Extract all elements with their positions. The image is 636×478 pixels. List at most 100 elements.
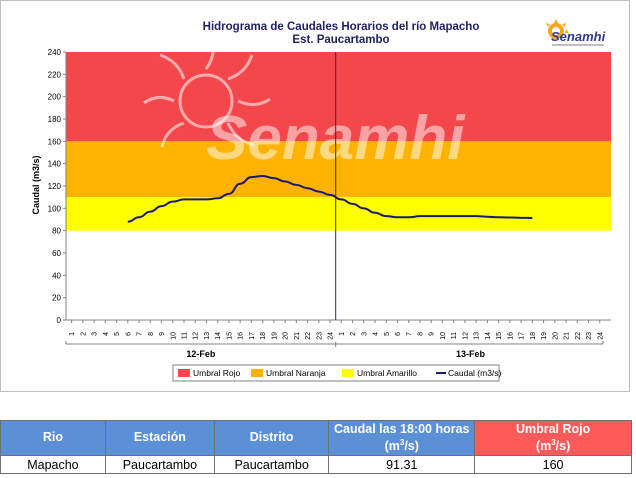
x-tick-label: 14: [485, 332, 492, 340]
logo-text: Senamhi: [551, 29, 606, 44]
x-tick-label: 15: [496, 332, 503, 340]
header-distrito: Distrito: [213, 420, 330, 456]
senamhi-logo: Senamhi: [546, 19, 606, 46]
x-tick-label: 4: [373, 332, 380, 336]
logo-sun-icon: [546, 19, 569, 39]
x-tick-label: 14: [215, 332, 222, 340]
legend: Umbral Rojo Umbral Naranja Umbral Amarillo…: [172, 364, 502, 382]
band-umbral-amarillo: [66, 197, 611, 231]
x-tick-label: 1: [69, 332, 76, 336]
header-umbral-rojo: Umbral Rojo (m3/s): [474, 420, 632, 456]
legend-swatch: [342, 369, 354, 377]
cell-distrito: Paucartambo: [213, 455, 330, 474]
x-tick-label: 17: [519, 332, 526, 340]
legend-label: Caudal (m3/s): [448, 368, 502, 378]
series-line-caudal: [127, 174, 533, 223]
x-tick-label: 3: [361, 332, 368, 336]
x-tick-label: 11: [451, 332, 458, 339]
y-tick-label: 80: [52, 227, 61, 236]
x-tick-label: 19: [541, 332, 548, 340]
table-header-row: Rio Estación Distrito Caudal las 18:00 h…: [0, 420, 632, 456]
header-umbral-line1: Umbral Rojo: [515, 421, 591, 436]
axes: 0 20 40 60 80 100 120 140 160 180 200 220 240: [48, 48, 611, 325]
x-tick-label: 10: [440, 332, 447, 340]
x-tick-label: 1: [339, 332, 346, 336]
x-tick-label: 24: [328, 332, 335, 340]
x-tick-label: 9: [159, 332, 166, 336]
x-tick-label: 24: [597, 332, 604, 340]
band-umbral-naranja: [66, 141, 611, 198]
x-tick-label: 10: [170, 332, 177, 340]
y-tick-label: 240: [48, 48, 62, 57]
chart-subtitle: Est. Paucartambo: [292, 34, 389, 46]
x-tick-label: 18: [530, 332, 537, 340]
x-tick-label: 19: [271, 332, 278, 340]
x-tick-label: 5: [114, 332, 121, 336]
x-tick-label: 13: [204, 332, 211, 340]
y-tick-label: 200: [48, 93, 62, 102]
legend-label: Umbral Amarillo: [357, 368, 417, 378]
y-tick-label: 0: [57, 316, 62, 325]
y-tick-label: 40: [52, 271, 61, 280]
x-tick-label: 6: [125, 332, 132, 336]
table-row: Mapacho Paucartambo Paucartambo 91.31 16…: [0, 455, 632, 474]
header-estacion: Estación: [104, 420, 215, 456]
x-tick-label: 21: [564, 332, 571, 340]
cell-umbral: 160: [474, 455, 632, 474]
watermark-sun-icon: [143, 34, 271, 148]
chart-title: Hidrograma de Caudales Horarios del río …: [203, 21, 480, 33]
legend-label: Umbral Rojo: [193, 368, 241, 378]
header-caudal-line1: Caudal las 18:00 horas: [334, 421, 470, 436]
day-label: 13-Feb: [456, 349, 486, 359]
x-tick-label: 8: [148, 332, 155, 336]
legend-label: Umbral Naranja: [266, 368, 326, 378]
y-tick-label: 140: [48, 160, 62, 169]
y-tick-label: 20: [52, 294, 61, 303]
y-axis-label: Caudal (m3/s): [31, 155, 41, 214]
legend-swatch: [251, 369, 263, 377]
x-tick-label: 12: [193, 332, 200, 340]
x-tick-label: 12: [462, 332, 469, 340]
x-tick-label: 11: [181, 332, 188, 339]
x-tick-label: 17: [249, 332, 256, 340]
x-tick-label: 9: [429, 332, 436, 336]
x-tick-label: 22: [575, 332, 582, 340]
station-info-table: Rio Estación Distrito Caudal las 18:00 h…: [0, 420, 632, 474]
x-tick-label: 4: [103, 332, 110, 336]
logo-subline: [552, 44, 604, 46]
legend-swatch: [178, 369, 190, 377]
day-label: 12-Feb: [186, 349, 216, 359]
x-tick-label: 20: [552, 332, 559, 340]
threshold-bands: [66, 52, 611, 320]
y-tick-label: 60: [52, 249, 61, 258]
y-tick-label: 160: [48, 137, 62, 146]
x-tick-label: 20: [283, 332, 290, 340]
x-tick-label: 13: [474, 332, 481, 340]
x-tick-label: 6: [395, 332, 402, 336]
y-tick-label: 100: [48, 204, 62, 213]
x-tick-label: 2: [350, 332, 357, 336]
y-tick-label: 220: [48, 70, 62, 79]
x-tick-label: 15: [226, 332, 233, 340]
cell-estacion: Paucartambo: [104, 455, 215, 474]
cell-caudal: 91.31: [328, 455, 476, 474]
x-tick-label: 23: [586, 332, 593, 340]
x-tick-label: 8: [417, 332, 424, 336]
x-tick-label: 16: [507, 332, 514, 340]
x-tick-label: 2: [80, 332, 87, 336]
header-umbral-unit: (m3/s): [535, 437, 571, 453]
x-tick-label: 21: [294, 332, 301, 340]
cell-rio: Mapacho: [0, 455, 106, 474]
x-tick-label: 23: [316, 332, 323, 340]
x-tick-label: 3: [92, 332, 99, 336]
x-tick-label: 7: [137, 332, 144, 336]
x-tick-label: 18: [260, 332, 267, 340]
y-tick-label: 180: [48, 115, 62, 124]
header-caudal-unit: (m3/s): [384, 437, 419, 453]
header-rio: Rio: [0, 420, 106, 456]
y-tick-label: 120: [48, 182, 62, 191]
chart-frame: Senamhi 0 20 40 60 80 100 120 140 160 180 200 220 24…: [0, 0, 630, 392]
series-layer: [127, 174, 533, 223]
x-tick-label: 5: [384, 332, 391, 336]
x-tick-label: 16: [238, 332, 245, 340]
